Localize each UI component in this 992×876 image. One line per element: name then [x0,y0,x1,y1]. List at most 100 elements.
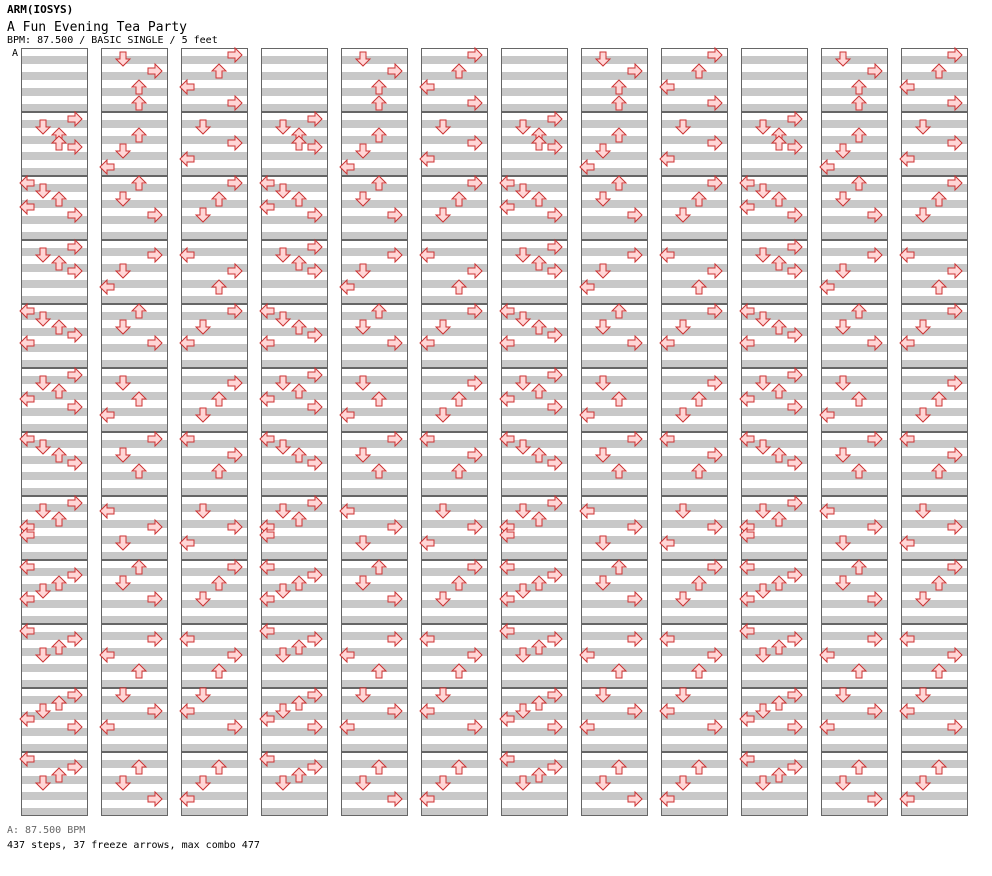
right-arrow-icon [627,630,643,648]
down-arrow-icon [834,775,852,791]
beat-band [501,184,568,192]
beat-band [901,336,968,344]
beat-band [21,64,88,72]
beat-band [581,72,648,80]
beat-band [821,600,888,608]
beat-band [341,320,408,328]
beat-band [421,312,488,320]
beat-band [741,304,808,312]
beat-band [581,208,648,216]
beat-band [101,456,168,464]
down-arrow-icon [674,207,692,223]
right-arrow-icon [67,454,83,472]
measure-box [501,752,568,816]
right-arrow-icon [467,446,483,464]
measure-box [501,240,568,304]
down-arrow-icon [194,775,212,791]
beat-band [581,224,648,232]
beat-band [341,808,408,816]
right-arrow-icon [67,718,83,736]
beat-band [21,536,88,544]
beat-band [341,544,408,552]
measure-box [421,560,488,624]
beat-band [501,152,568,160]
beat-band [581,456,648,464]
left-arrow-icon [339,278,355,296]
measure-box [21,560,88,624]
right-arrow-icon [67,110,83,128]
beat-band [101,448,168,456]
beat-band [501,616,568,624]
beat-band [661,640,728,648]
beat-band [261,632,328,640]
beat-band [21,432,88,440]
beat-band [341,456,408,464]
right-arrow-icon [947,374,963,392]
beat-band [501,648,568,656]
beat-band [741,200,808,208]
measure-box [501,48,568,112]
right-arrow-icon [67,494,83,512]
beat-band [181,792,248,800]
beat-band [821,552,888,560]
measure-box [101,240,168,304]
down-arrow-icon [754,503,772,519]
beat-band [101,768,168,776]
beat-band [661,288,728,296]
down-arrow-icon [34,583,52,599]
right-arrow-icon [227,262,243,280]
beat-band [21,56,88,64]
left-arrow-icon [579,718,595,736]
beat-band [581,320,648,328]
beat-band [581,192,648,200]
beat-band [821,160,888,168]
beat-band [341,728,408,736]
down-arrow-icon [674,687,692,703]
right-arrow-icon [307,494,323,512]
beat-band [581,768,648,776]
beat-band [901,296,968,304]
beat-band [261,792,328,800]
beat-band [741,560,808,568]
beat-band [581,544,648,552]
beat-band [261,264,328,272]
beat-band [181,344,248,352]
left-arrow-icon [739,430,755,448]
up-arrow-icon [930,575,948,591]
beat-band [581,744,648,752]
beat-band [421,648,488,656]
down-arrow-icon [674,775,692,791]
beat-band [581,600,648,608]
measure-box [341,304,408,368]
beat-band [101,704,168,712]
beat-band [661,256,728,264]
down-arrow-icon [674,503,692,519]
right-arrow-icon [227,46,243,64]
beat-band [421,632,488,640]
beat-band [101,208,168,216]
beat-band [901,344,968,352]
beat-band [101,56,168,64]
left-arrow-icon [179,150,195,168]
beat-band [901,96,968,104]
up-arrow-icon [450,463,468,479]
up-arrow-icon [690,191,708,207]
beat-band [181,608,248,616]
beat-band [741,624,808,632]
left-arrow-icon [259,710,275,728]
measure-box [261,752,328,816]
beat-band [741,504,808,512]
measure-box [181,368,248,432]
beat-band [341,136,408,144]
chart-column [99,48,168,816]
beat-band [341,576,408,584]
beat-band [421,216,488,224]
up-arrow-icon [130,127,148,143]
beat-band [821,312,888,320]
left-arrow-icon [339,158,355,176]
beat-band [101,416,168,424]
left-arrow-icon [259,750,275,768]
beat-band [181,736,248,744]
measure-box [901,688,968,752]
beat-band [421,80,488,88]
